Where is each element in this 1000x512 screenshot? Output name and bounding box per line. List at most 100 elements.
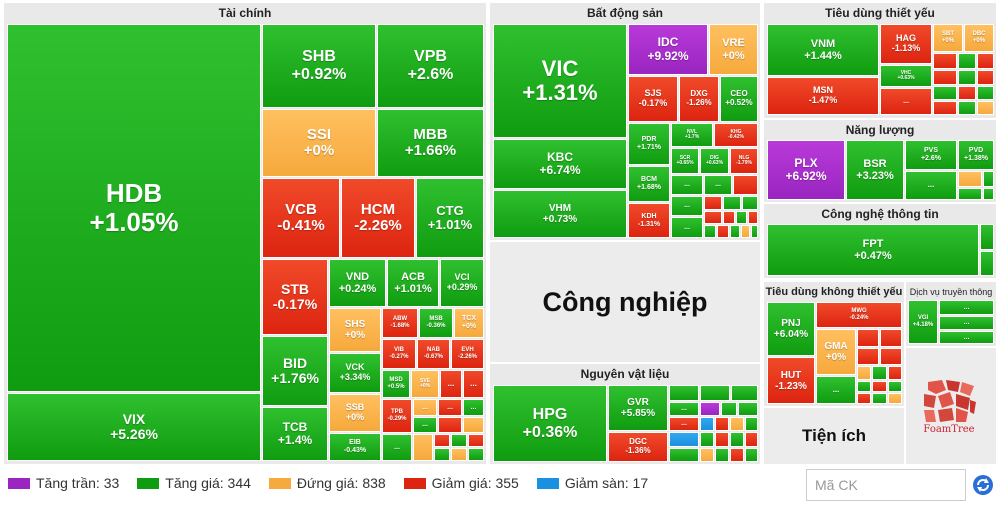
stock-tile-small[interactable] [715, 432, 729, 447]
stock-tile-kbc[interactable]: KBC +6.74% [493, 139, 627, 189]
stock-tile-small[interactable] [983, 171, 994, 187]
stock-tile-small[interactable]: ... [413, 399, 437, 416]
stock-tile-pnj[interactable]: PNJ +6.04% [767, 302, 815, 356]
stock-tile-small[interactable]: ... [669, 402, 699, 416]
stock-tile-small[interactable] [723, 211, 735, 224]
stock-tile-ssi[interactable]: SSI +0% [262, 109, 376, 177]
stock-tile-hcm[interactable]: HCM -2.26% [341, 178, 415, 258]
stock-tile-small[interactable]: ... [463, 370, 484, 398]
stock-tile-small[interactable] [745, 448, 758, 462]
stock-tile-vic[interactable]: VIC +1.31% [493, 24, 627, 138]
stock-tile-evh[interactable]: EVH -2.26% [451, 339, 484, 369]
stock-tile-sjs[interactable]: SJS -0.17% [628, 76, 678, 122]
stock-tile-hdb[interactable]: HDB +1.05% [7, 24, 261, 392]
stock-tile-small[interactable] [700, 402, 720, 416]
stock-tile-small[interactable] [958, 86, 976, 100]
stock-tile-small[interactable] [704, 225, 716, 238]
stock-tile-small[interactable] [742, 196, 758, 210]
stock-tile-small[interactable] [888, 366, 902, 380]
stock-tile-small[interactable] [721, 402, 737, 416]
stock-tile-dgc[interactable]: DGC -1.36% [608, 432, 668, 462]
stock-tile-pvs[interactable]: PVS +2.6% [905, 140, 957, 170]
stock-tile-small[interactable] [857, 348, 879, 365]
stock-tile-small[interactable]: ... [440, 370, 462, 398]
section-tien-ich[interactable]: Tiện ích [764, 408, 904, 464]
stock-tile-shb[interactable]: SHB +0.92% [262, 24, 376, 108]
stock-tile-small[interactable] [977, 101, 994, 115]
stock-tile-small[interactable] [888, 393, 902, 404]
legend-item-giam-san[interactable]: Giảm sàn: 17 [536, 475, 648, 491]
stock-tile-small[interactable] [715, 417, 729, 431]
stock-tile-small[interactable]: ... [463, 399, 484, 416]
stock-tile-small[interactable] [872, 381, 887, 392]
stock-tile-small[interactable] [700, 432, 714, 447]
stock-tile-nlg[interactable]: NLG -1.79% [730, 148, 758, 174]
stock-tile-small[interactable] [463, 417, 484, 433]
stock-tile-small[interactable]: ... [704, 175, 732, 195]
stock-tile-small[interactable] [730, 225, 740, 238]
stock-tile-small[interactable] [733, 175, 758, 195]
stock-tile-dxg[interactable]: DXG -1.26% [679, 76, 719, 122]
stock-tile-ssb[interactable]: SSB +0% [329, 394, 381, 432]
stock-tile-small[interactable] [983, 188, 994, 200]
stock-tile-tcb[interactable]: TCB +1.4% [262, 407, 328, 461]
stock-tile-small[interactable] [933, 70, 957, 85]
stock-tile-small[interactable] [933, 101, 957, 115]
legend-item-tang-tran[interactable]: Tăng trần: 33 [8, 475, 119, 491]
stock-tile-small[interactable] [745, 417, 758, 431]
stock-tile-vgi[interactable]: VGI +4.18% [908, 300, 938, 344]
stock-tile-khg[interactable]: KHG -0.42% [714, 123, 758, 147]
stock-tile-small[interactable] [958, 171, 982, 187]
stock-tile-ceo[interactable]: CEO +0.52% [720, 76, 758, 122]
stock-tile-abw[interactable]: ABW -1.68% [382, 308, 418, 338]
refresh-icon[interactable] [972, 474, 994, 496]
stock-tile-kdh[interactable]: KDH -1.31% [628, 203, 670, 238]
stock-tile-small[interactable] [730, 432, 744, 447]
stock-tile-small[interactable] [933, 86, 957, 100]
stock-tile-small[interactable] [723, 196, 741, 210]
stock-tile-small[interactable] [857, 381, 871, 392]
stock-tile-dbc[interactable]: DBC +0% [964, 24, 994, 52]
stock-tile-small[interactable] [880, 348, 902, 365]
stock-tile-small[interactable] [857, 366, 871, 380]
stock-tile-small[interactable] [880, 329, 902, 347]
stock-tile-msb[interactable]: MSB -0.36% [419, 308, 453, 338]
stock-tile-small[interactable] [704, 211, 722, 224]
stock-tile-small[interactable] [434, 434, 450, 447]
stock-tile-vnm[interactable]: VNM +1.44% [767, 24, 879, 76]
stock-tile-fpt[interactable]: FPT +0.47% [767, 224, 979, 276]
stock-tile-idc[interactable]: IDC +9.92% [628, 24, 708, 75]
legend-item-dung-gia[interactable]: Đứng giá: 838 [268, 475, 386, 491]
stock-tile-small[interactable] [669, 385, 699, 401]
stock-tile-small[interactable]: ... [671, 217, 703, 238]
stock-tile-small[interactable] [980, 224, 994, 250]
stock-tile-small[interactable]: ... [816, 376, 856, 404]
stock-tile-vnd[interactable]: VND +0.24% [329, 259, 386, 307]
stock-tile-bcm[interactable]: BCM +1.68% [628, 166, 670, 202]
stock-tile-gma[interactable]: GMA +0% [816, 329, 856, 375]
stock-tile-small[interactable] [730, 417, 744, 431]
stock-tile-tcx[interactable]: TCX +0% [454, 308, 484, 338]
stock-tile-small[interactable]: ... [438, 399, 462, 416]
stock-tile-dig[interactable]: DIG +0.63% [700, 148, 729, 174]
stock-tile-small[interactable] [736, 211, 747, 224]
stock-tile-small[interactable]: ... [880, 88, 932, 115]
stock-tile-small[interactable] [413, 434, 433, 461]
stock-tile-small[interactable]: ... [669, 417, 699, 431]
stock-tile-small[interactable] [977, 53, 994, 69]
stock-tile-gvr[interactable]: GVR +5.85% [608, 385, 668, 431]
stock-tile-small[interactable] [434, 448, 450, 461]
stock-tile-small[interactable] [958, 53, 976, 69]
stock-tile-small[interactable] [717, 225, 729, 238]
stock-tile-small[interactable] [730, 448, 744, 462]
stock-tile-small[interactable] [438, 417, 462, 433]
legend-item-giam-gia[interactable]: Giảm giá: 355 [403, 475, 519, 491]
stock-tile-small[interactable] [731, 385, 758, 401]
stock-tile-small[interactable] [451, 448, 467, 461]
stock-tile-small[interactable] [958, 70, 976, 85]
stock-tile-small[interactable] [745, 432, 758, 447]
stock-tile-small[interactable] [888, 381, 902, 392]
stock-tile-scr[interactable]: SCR +0.65% [671, 148, 699, 174]
stock-tile-small[interactable] [958, 101, 976, 115]
stock-tile-small[interactable]: ... [939, 331, 994, 344]
